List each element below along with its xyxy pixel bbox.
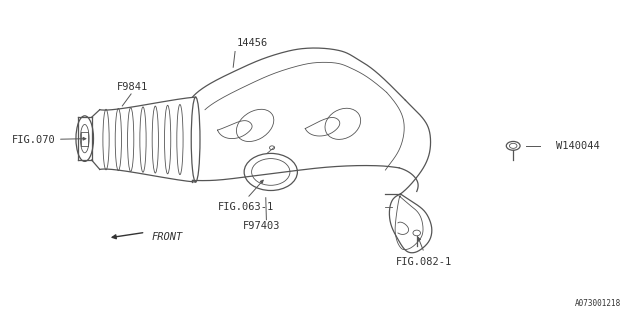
Text: FIG.063-1: FIG.063-1 — [218, 203, 274, 212]
Text: FIG.070: FIG.070 — [12, 135, 56, 145]
Text: FRONT: FRONT — [152, 232, 183, 242]
Text: 14456: 14456 — [236, 38, 268, 48]
Text: F97403: F97403 — [243, 221, 280, 231]
Text: W140044: W140044 — [556, 141, 600, 151]
Text: F9841: F9841 — [117, 82, 148, 92]
Text: A073001218: A073001218 — [575, 299, 621, 308]
Text: FIG.082-1: FIG.082-1 — [396, 258, 452, 268]
